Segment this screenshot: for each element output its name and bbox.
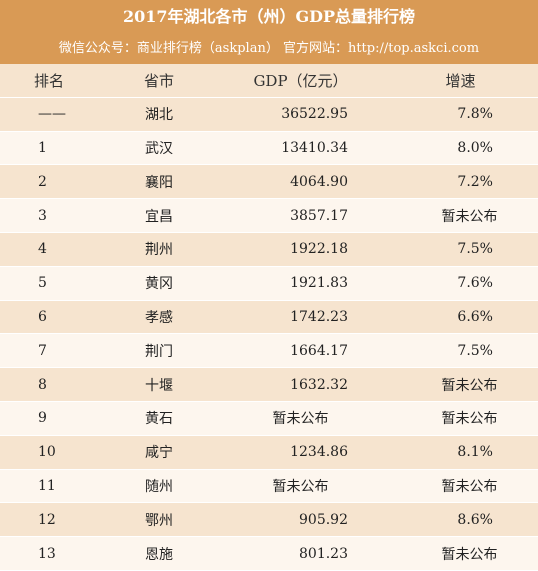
gdp-cell: 1922.18 <box>218 232 383 267</box>
table-row: 6 孝感 1742.23 6.6% <box>0 300 538 335</box>
growth-cell: 6.6% <box>383 300 538 335</box>
growth-cell: 暂未公布 <box>383 469 538 504</box>
gdp-cell: 1742.23 <box>218 300 383 335</box>
growth-cell: 7.2% <box>383 164 538 200</box>
province-cell: 咸宁 <box>100 435 218 470</box>
gdp-cell: 13410.34 <box>218 131 383 166</box>
growth-cell: 8.6% <box>383 502 538 538</box>
table-row: 9 黄石 暂未公布 暂未公布 <box>0 401 538 436</box>
rank-cell: 11 <box>0 469 100 504</box>
growth-cell: 暂未公布 <box>383 198 538 233</box>
gdp-cell: 暂未公布 <box>218 469 383 504</box>
source-subtitle: 微信公众号：商业排行榜（askplan） 官方网站：http://top.ask… <box>58 41 480 56</box>
gdp-cell: 36522.95 <box>218 97 383 132</box>
column-header-gdp: GDP（亿元） <box>218 64 383 98</box>
rank-cell: 13 <box>0 536 100 571</box>
province-cell: 十堰 <box>100 367 218 402</box>
growth-cell: 暂未公布 <box>383 401 538 436</box>
table-row: 2 襄阳 4064.90 7.2% <box>0 164 538 200</box>
rank-cell: 7 <box>0 333 100 369</box>
rank-cell: 4 <box>0 232 100 267</box>
rank-cell: 3 <box>0 198 100 233</box>
table-row: 1 武汉 13410.34 8.0% <box>0 131 538 166</box>
province-cell: 荆州 <box>100 232 218 267</box>
table-header-banner: 2017年湖北各市（州）GDP总量排行榜 微信公众号：商业排行榜（askplan… <box>0 0 538 64</box>
table-row: 10 咸宁 1234.86 8.1% <box>0 435 538 470</box>
gdp-cell: 1664.17 <box>218 333 383 369</box>
table-row: 12 鄂州 905.92 8.6% <box>0 502 538 538</box>
province-cell: 黄石 <box>100 401 218 436</box>
rank-cell: 12 <box>0 502 100 538</box>
table-row: 3 宜昌 3857.17 暂未公布 <box>0 198 538 233</box>
table-row: 4 荆州 1922.18 7.5% <box>0 232 538 267</box>
growth-cell: 7.5% <box>383 232 538 267</box>
province-cell: 鄂州 <box>100 502 218 538</box>
gdp-cell: 3857.17 <box>218 198 383 233</box>
province-cell: 宜昌 <box>100 198 218 233</box>
table-row: 7 荆门 1664.17 7.5% <box>0 333 538 369</box>
province-cell: 湖北 <box>100 97 218 132</box>
province-cell: 随州 <box>100 469 218 504</box>
province-cell: 襄阳 <box>100 164 218 200</box>
rank-cell: 9 <box>0 401 100 436</box>
gdp-cell: 1921.83 <box>218 266 383 301</box>
gdp-cell: 801.23 <box>218 536 383 571</box>
rank-cell: —— <box>0 97 100 132</box>
table-row: 13 恩施 801.23 暂未公布 <box>0 536 538 571</box>
gdp-cell: 暂未公布 <box>218 401 383 436</box>
province-cell: 恩施 <box>100 536 218 571</box>
growth-cell: 暂未公布 <box>383 536 538 571</box>
growth-cell: 8.0% <box>383 131 538 166</box>
rank-cell: 6 <box>0 300 100 335</box>
gdp-ranking-table: 排名 省市 GDP（亿元） 增速 —— 湖北 36522.95 7.8% 1 武汉 1341… <box>0 64 538 571</box>
province-cell: 孝感 <box>100 300 218 335</box>
rank-cell: 10 <box>0 435 100 470</box>
column-header-rank: 排名 <box>0 64 100 98</box>
table-row: 8 十堰 1632.32 暂未公布 <box>0 367 538 402</box>
page-title: 2017年湖北各市（州）GDP总量排行榜 <box>122 7 416 26</box>
rank-cell: 1 <box>0 131 100 166</box>
growth-cell: 7.8% <box>383 97 538 132</box>
rank-cell: 2 <box>0 164 100 200</box>
rank-cell: 8 <box>0 367 100 402</box>
gdp-cell: 1632.32 <box>218 367 383 402</box>
growth-cell: 暂未公布 <box>383 367 538 402</box>
column-header-growth: 增速 <box>383 64 538 98</box>
province-cell: 黄冈 <box>100 266 218 301</box>
growth-cell: 7.6% <box>383 266 538 301</box>
growth-cell: 8.1% <box>383 435 538 470</box>
gdp-cell: 4064.90 <box>218 164 383 200</box>
gdp-cell: 905.92 <box>218 502 383 538</box>
growth-cell: 7.5% <box>383 333 538 369</box>
province-cell: 荆门 <box>100 333 218 369</box>
table-row: —— 湖北 36522.95 7.8% <box>0 97 538 132</box>
province-cell: 武汉 <box>100 131 218 166</box>
column-header-province: 省市 <box>100 64 218 98</box>
table-row: 5 黄冈 1921.83 7.6% <box>0 266 538 301</box>
table-row: 11 随州 暂未公布 暂未公布 <box>0 469 538 504</box>
column-header-row: 排名 省市 GDP（亿元） 增速 <box>0 64 538 98</box>
rank-cell: 5 <box>0 266 100 301</box>
gdp-cell: 1234.86 <box>218 435 383 470</box>
